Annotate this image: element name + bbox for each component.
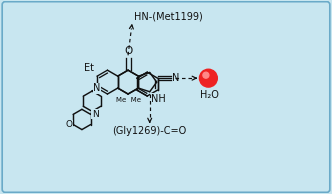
Text: N: N (92, 110, 98, 119)
Text: H₂O: H₂O (200, 90, 219, 100)
Text: O: O (124, 46, 132, 56)
Text: (Gly1269)-C=O: (Gly1269)-C=O (113, 126, 187, 137)
Circle shape (203, 72, 209, 78)
Circle shape (200, 69, 217, 87)
Text: NH: NH (151, 94, 165, 104)
Text: Me  Me: Me Me (116, 97, 140, 103)
Text: N: N (93, 83, 101, 93)
Text: N: N (172, 73, 179, 83)
FancyBboxPatch shape (2, 2, 330, 192)
Text: HN-(Met1199): HN-(Met1199) (134, 12, 203, 22)
Text: O: O (65, 120, 72, 129)
Text: Et: Et (84, 63, 94, 73)
